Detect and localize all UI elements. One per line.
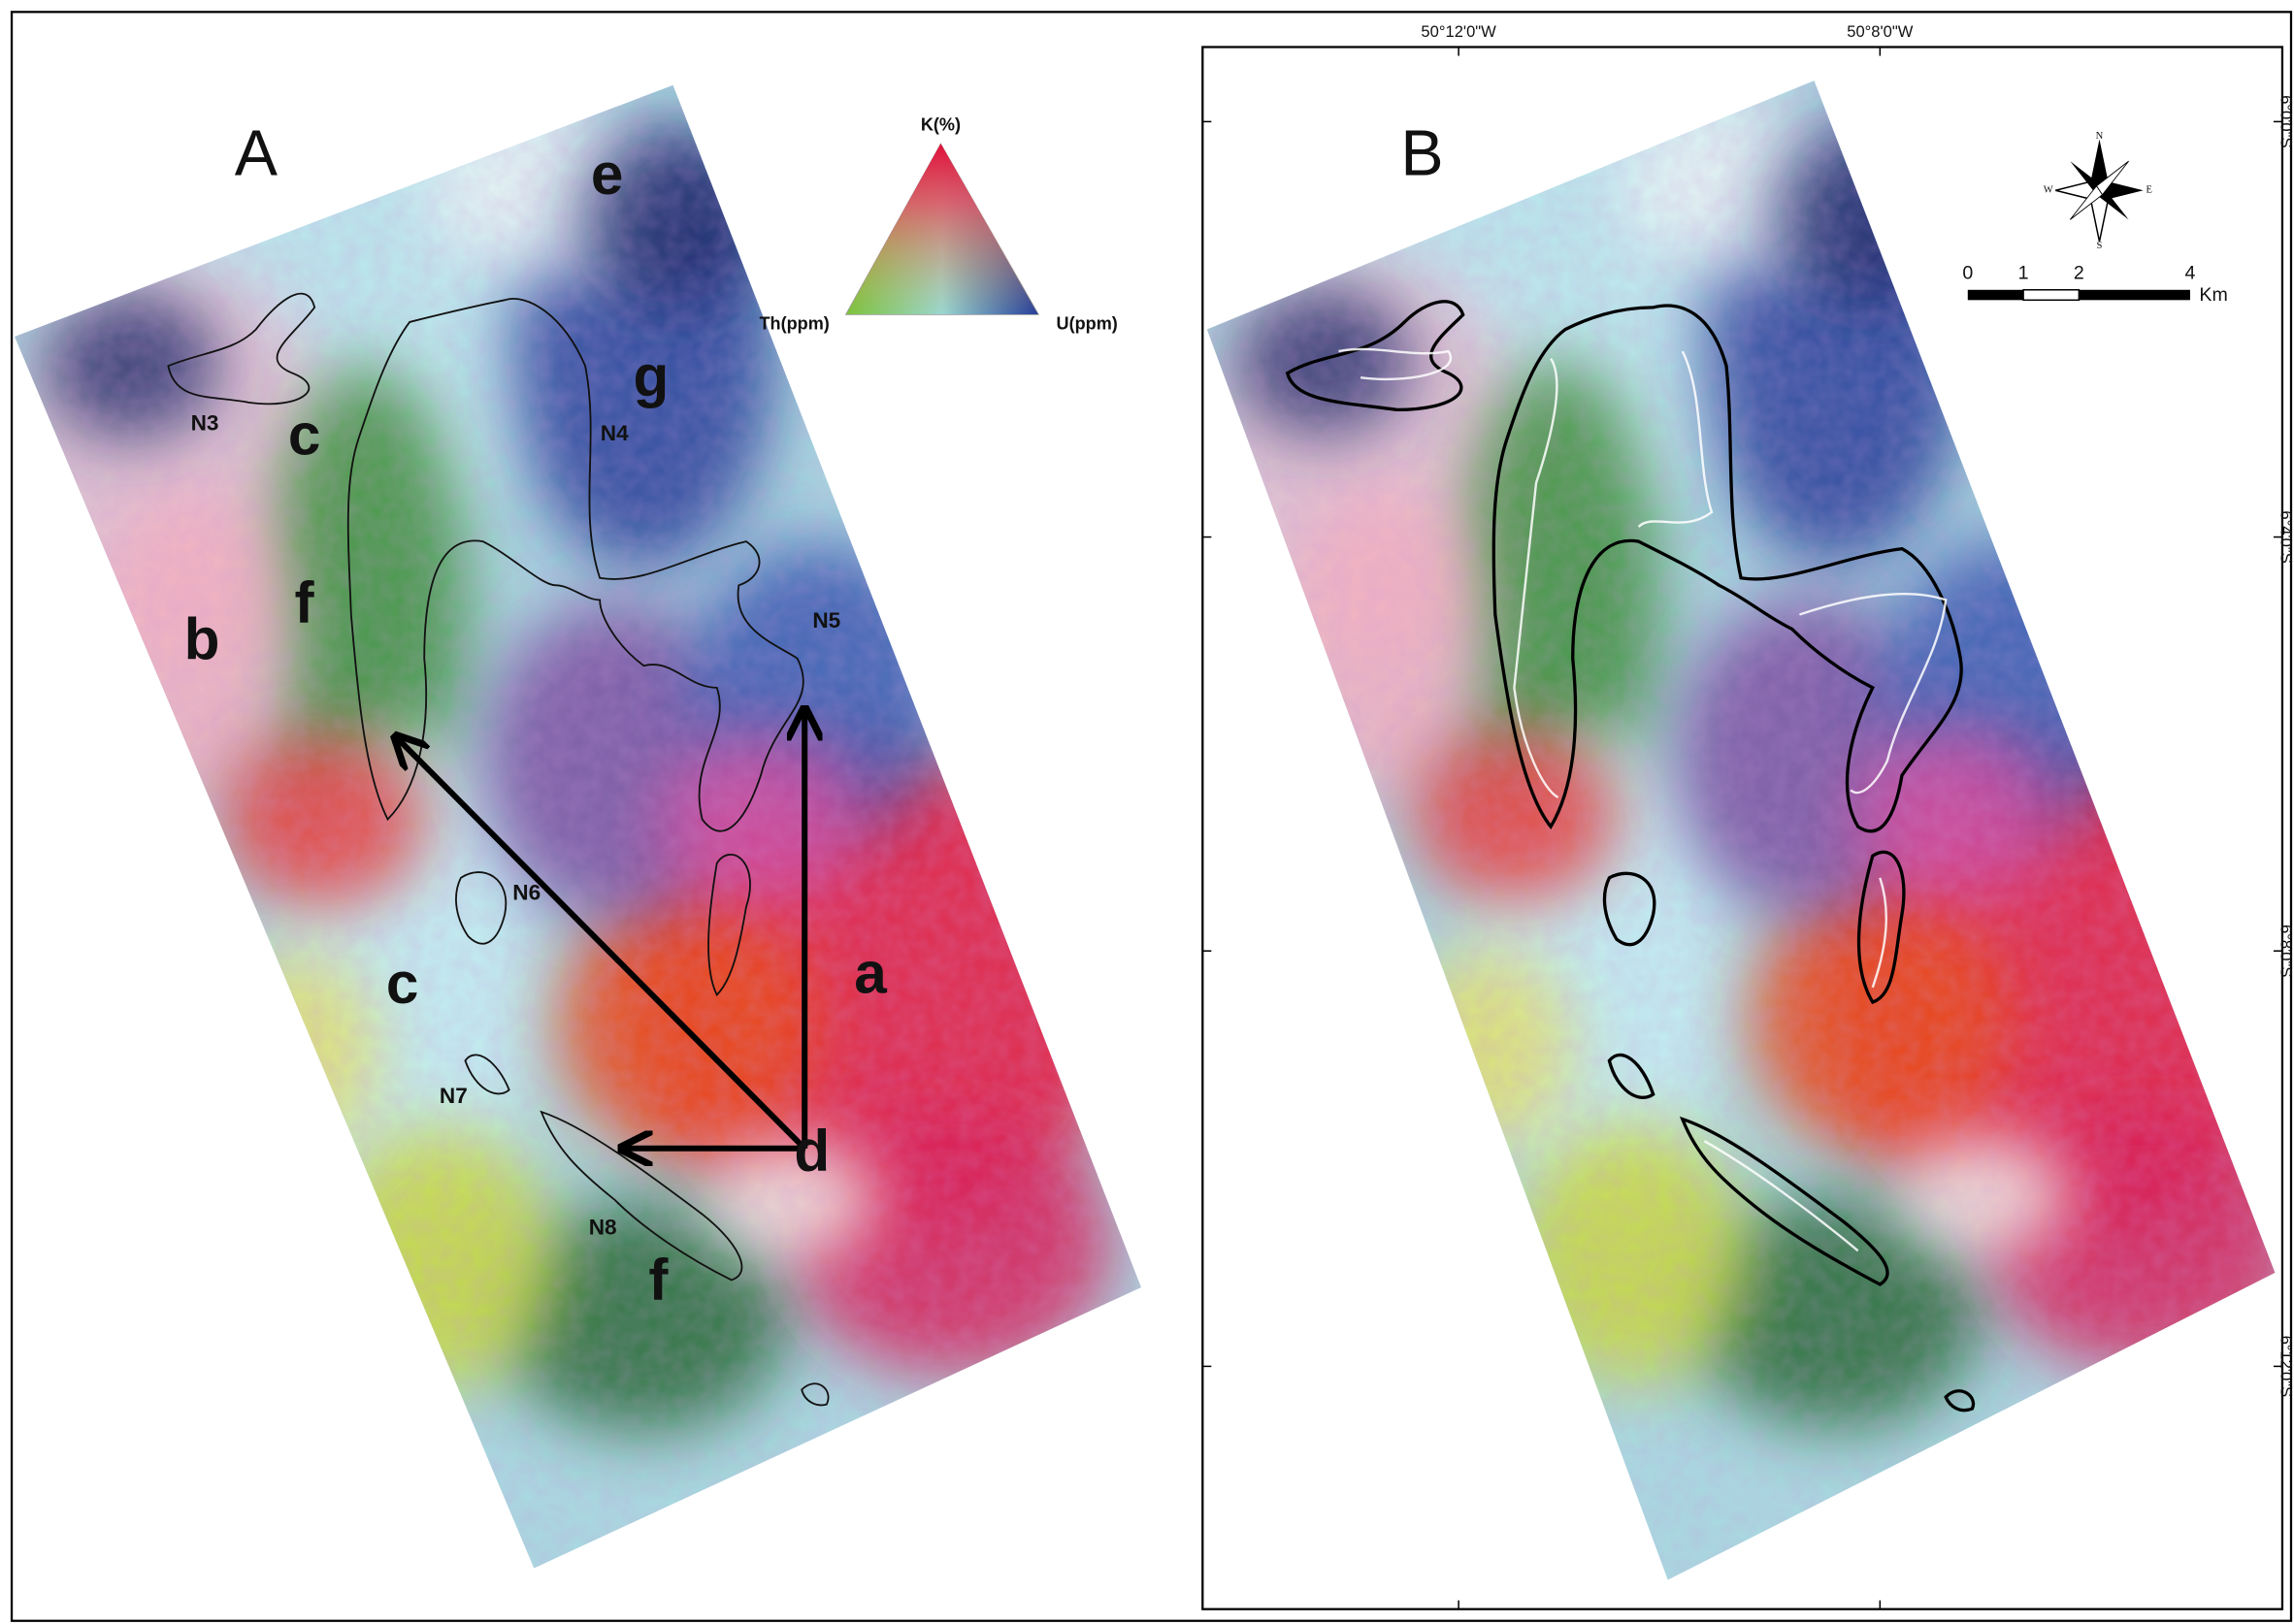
- zone-label: g: [633, 342, 669, 408]
- target-label: N5: [812, 608, 840, 633]
- ternary-legend: [845, 144, 1038, 314]
- scale-unit: Km: [2199, 284, 2227, 306]
- scale-tick-label: 4: [2185, 262, 2196, 283]
- scale-tick-label: 2: [2074, 262, 2084, 283]
- zone-label: b: [184, 606, 220, 672]
- figure: ABegcbfcadfN3N4N5N6N7N8K(%)Th(ppm)U(ppm)…: [0, 0, 2294, 1624]
- latitude-label: 6°4'0"S: [2278, 510, 2294, 563]
- target-label: N7: [440, 1084, 468, 1108]
- page: {"panel_a": {"label": "A", "zones": ["e"…: [0, 0, 2294, 1624]
- compass-letter: S: [2097, 241, 2103, 251]
- zone-label: e: [591, 141, 624, 207]
- latitude-label: 6°8'0"S: [2278, 925, 2294, 977]
- compass-letter: W: [2044, 185, 2053, 196]
- target-label: N8: [589, 1216, 617, 1240]
- target-label: N4: [601, 421, 629, 445]
- zone-label: d: [794, 1118, 830, 1184]
- panel-label: A: [235, 118, 279, 190]
- ternary-left: Th(ppm): [760, 314, 830, 334]
- zone-label: f: [648, 1247, 669, 1313]
- longitude-label: 50°12'0"W: [1421, 22, 1496, 41]
- scale-bar: [1968, 290, 2190, 301]
- zone-label: c: [386, 950, 419, 1016]
- compass-letter: N: [2096, 131, 2104, 142]
- north-arrow: [2055, 139, 2143, 242]
- ternary-apex: K(%): [921, 115, 961, 135]
- target-label: N6: [512, 880, 541, 904]
- compass-letter: E: [2147, 185, 2152, 196]
- longitude-label: 50°8'0"W: [1847, 22, 1914, 41]
- zone-label: c: [288, 401, 321, 467]
- target-label: N3: [191, 410, 219, 435]
- panel-label: B: [1400, 118, 1443, 190]
- zone-label: f: [295, 569, 315, 635]
- latitude-label: 6°0'0"S: [2278, 95, 2294, 147]
- latitude-label: 6°12'0"S: [2278, 1336, 2294, 1398]
- zone-label: a: [854, 939, 887, 1005]
- scale-tick-label: 1: [2018, 262, 2029, 283]
- scale-tick-label: 0: [1962, 262, 1973, 283]
- ternary-right: U(ppm): [1057, 314, 1118, 334]
